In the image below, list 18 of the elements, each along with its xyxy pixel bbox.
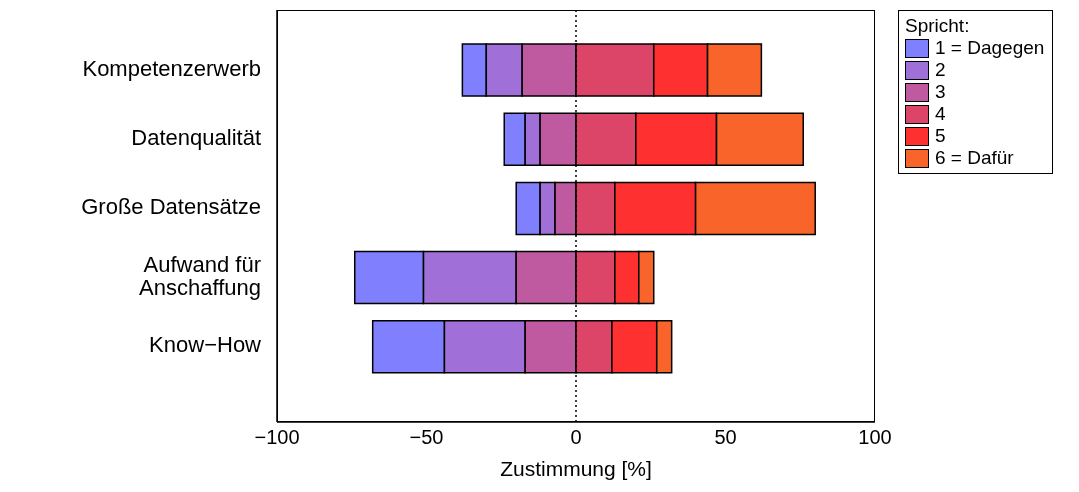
y-tick-label: Große Datensätze (81, 193, 261, 219)
legend-title: Spricht: (905, 15, 971, 37)
legend-label: 2 (935, 59, 946, 81)
legend-label: 3 (935, 81, 946, 103)
x-tick-label: −100 (254, 426, 300, 449)
y-tick-label: Know−How (149, 332, 262, 358)
y-tick-label: Datenqualität (131, 124, 261, 150)
legend-label: 6 = Dafür (935, 147, 1014, 169)
legend-label: 1 = Dagegen (935, 37, 1045, 59)
x-tick-label: 0 (570, 426, 582, 449)
y-tick-label: Kompetenzerwerb (82, 55, 261, 81)
x-tick-label: 100 (858, 426, 892, 449)
x-tick-label: 50 (714, 426, 737, 449)
legend-label: 5 (935, 125, 946, 147)
x-tick-label: −50 (409, 426, 444, 449)
x-axis-title: Zustimmung [%] (500, 457, 652, 480)
y-tick-label: Aufwand für Anschaffung (139, 251, 261, 300)
legend-label: 4 (935, 103, 946, 125)
